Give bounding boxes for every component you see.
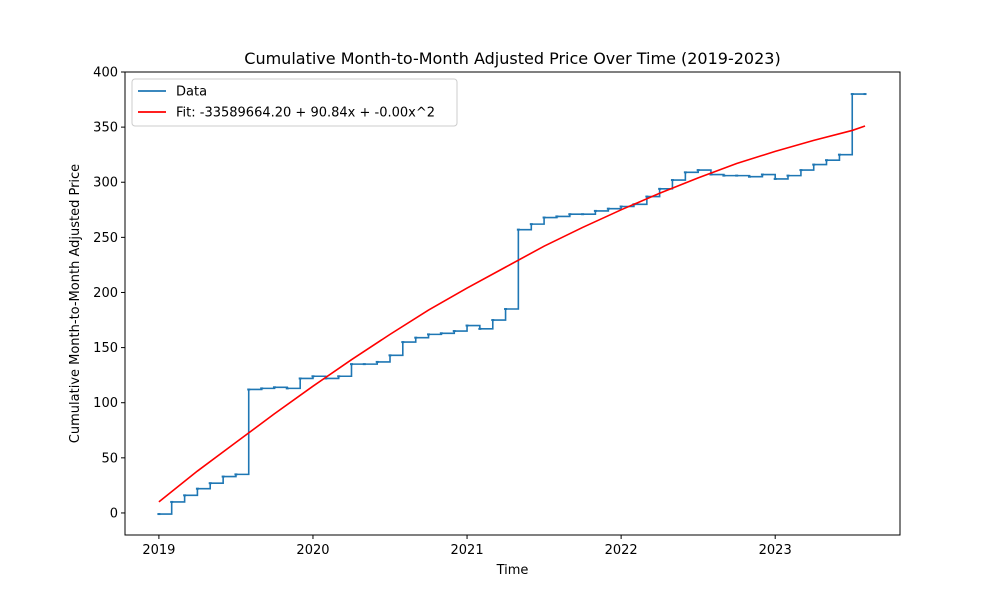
x-tick-label: 2023 (759, 543, 792, 558)
x-tick-label: 2022 (605, 543, 638, 558)
y-tick-label: 300 (93, 176, 118, 191)
chart-title: Cumulative Month-to-Month Adjusted Price… (244, 49, 780, 68)
series-line-fit (158, 125, 866, 503)
y-tick-label: 350 (93, 121, 118, 136)
legend-label-fit: Fit: -33589664.20 + 90.84x + -0.00x^2 (176, 106, 435, 121)
x-tick-label: 2020 (296, 543, 329, 558)
x-tick-label: 2021 (451, 543, 484, 558)
y-tick-label: 100 (93, 396, 118, 411)
y-tick-label: 250 (93, 231, 118, 246)
y-tick-label: 150 (93, 341, 118, 356)
x-axis-title: Time (496, 563, 529, 578)
y-tick-label: 50 (101, 451, 118, 466)
legend: Data Fit: -33589664.20 + 90.84x + -0.00x^… (131, 78, 458, 127)
legend-label-data: Data (176, 85, 207, 100)
y-tick-label: 0 (110, 506, 118, 521)
plot-frame (124, 71, 901, 536)
legend-box (131, 78, 458, 127)
y-tick-label: 200 (93, 286, 118, 301)
y-tick-label: 400 (93, 66, 118, 81)
x-tick-label: 2019 (142, 543, 175, 558)
y-axis-title: Cumulative Month-to-Month Adjusted Price (68, 164, 83, 443)
